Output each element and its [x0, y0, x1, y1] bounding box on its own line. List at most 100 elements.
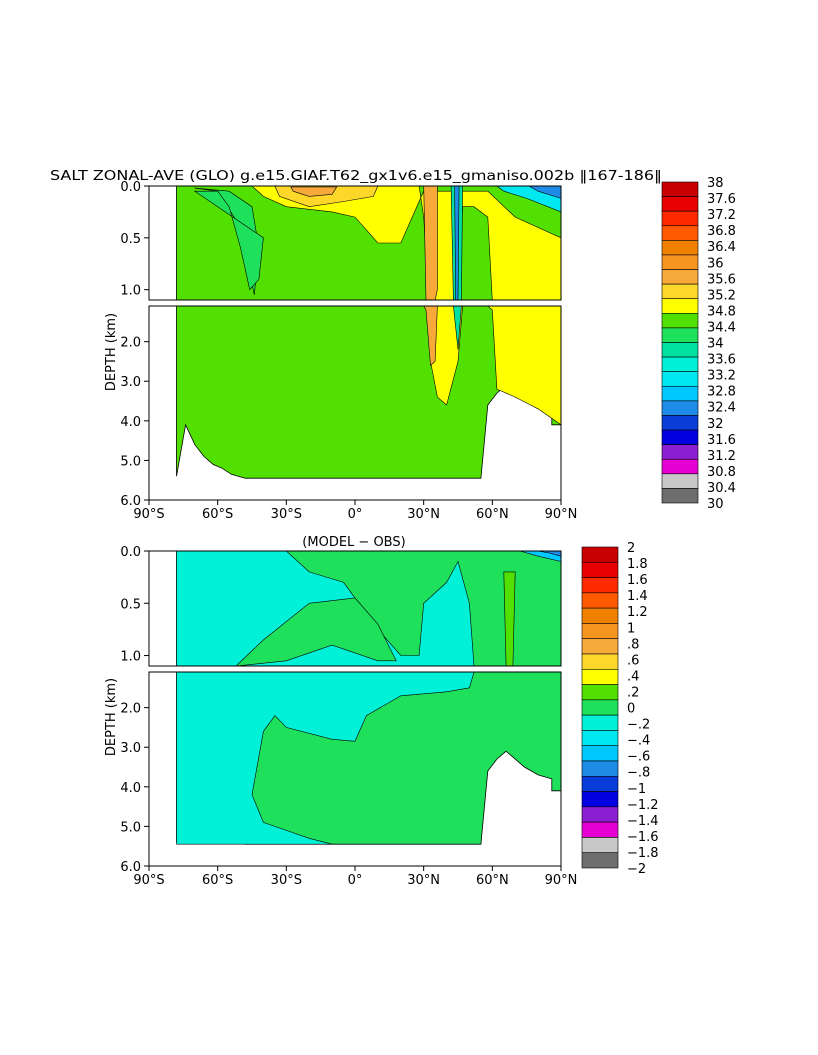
depth-tick-label: 0.0 — [120, 180, 141, 195]
latitude-tick-label: 30°N — [407, 507, 440, 522]
colorbar-swatch — [661, 327, 699, 343]
colorbar-label: 35.6 — [707, 272, 736, 287]
colorbar-swatch — [661, 371, 699, 387]
colorbar-swatch — [661, 488, 699, 504]
colorbar-label: .4 — [627, 669, 639, 684]
depth-tick-label: 4.0 — [120, 415, 141, 430]
colorbar: 3837.637.236.836.43635.635.234.834.43433… — [661, 176, 736, 512]
colorbar-label: .6 — [627, 653, 639, 668]
panel-title: SALT ZONAL-AVE (GLO) g.e15.GIAF.T62_gx1v… — [50, 169, 662, 184]
colorbar-label: 38 — [707, 176, 724, 191]
colorbar-swatch — [661, 415, 699, 431]
positive-tongue — [503, 571, 516, 667]
colorbar-swatch — [581, 653, 619, 670]
depth-tick-label: 6.0 — [120, 860, 141, 875]
colorbar-label: 33.6 — [707, 353, 736, 368]
colorbar-swatch — [661, 210, 699, 227]
colorbar-label: 32 — [707, 417, 724, 432]
colorbar-swatch — [661, 429, 699, 445]
colorbar-label: 34 — [707, 337, 724, 352]
colorbar-label: 30 — [707, 497, 724, 512]
colorbar-swatch — [581, 699, 619, 716]
depth-tick-label: 3.0 — [120, 375, 141, 390]
lower-section-plot — [148, 671, 562, 867]
colorbar-swatch — [661, 458, 699, 475]
colorbar-swatch — [581, 760, 619, 777]
latitude-tick-label: 90°N — [545, 507, 578, 522]
colorbar-label: 30.8 — [707, 465, 736, 480]
colorbar-swatch — [581, 730, 619, 747]
colorbar-label: 1.4 — [627, 589, 648, 604]
colorbar-swatch — [581, 607, 619, 624]
colorbar-label: 34.4 — [707, 320, 736, 335]
difference-panel: (MODEL − OBS) DEPTH (km) 0.0 0.5 1.0 2.0 3.0… — [104, 535, 659, 888]
colorbar-label: 33.2 — [707, 369, 736, 384]
depth-axis-label: DEPTH (km) — [104, 678, 119, 756]
colorbar-label: 1 — [627, 621, 635, 636]
depth-tick-label: 1.0 — [120, 650, 141, 665]
colorbar-label: −1.8 — [627, 846, 659, 861]
colorbar-swatch — [581, 546, 619, 563]
latitude-tick-label: 90°N — [545, 873, 578, 888]
colorbar-swatch — [581, 791, 619, 808]
colorbar-swatch — [661, 196, 699, 212]
depth-tick-label: 5.0 — [120, 820, 141, 835]
colorbar-swatch — [581, 592, 619, 609]
colorbar-label: 36.4 — [707, 240, 736, 255]
latitude-tick-label: 60°N — [476, 873, 509, 888]
latitude-tick-labels: 90°S 60°S 30°S 0° 30°N 60°N 90°N — [133, 866, 577, 888]
colorbar-swatch — [661, 298, 699, 314]
colorbar-swatch — [581, 837, 619, 854]
colorbar-label: −.8 — [627, 766, 650, 781]
colorbar-swatch — [661, 400, 699, 416]
latitude-tick-label: 60°N — [476, 507, 509, 522]
colorbar-label: 31.6 — [707, 433, 736, 448]
upper-section-plot — [148, 185, 562, 301]
latitude-tick-label: 90°S — [133, 873, 164, 888]
colorbar-swatch — [661, 269, 699, 285]
colorbar-swatch — [581, 577, 619, 594]
depth-tick-label: 2.0 — [120, 702, 141, 717]
latitude-tick-label: 60°S — [202, 873, 233, 888]
colorbar-label: 35.2 — [707, 288, 736, 303]
subsurface-positive — [235, 597, 397, 667]
latitude-tick-label: 90°S — [133, 507, 164, 522]
colorbar-label: 0 — [627, 702, 635, 717]
latitude-tick-label: 30°S — [271, 507, 302, 522]
deep-fresh-column — [454, 185, 460, 301]
colorbar-swatch — [661, 181, 699, 197]
lower-section-plot — [148, 305, 562, 501]
colorbar-label: 1.2 — [627, 605, 648, 620]
colorbar-label: 1.8 — [627, 557, 648, 572]
depth-tick-label: 1.0 — [120, 284, 141, 299]
colorbar-swatch — [581, 714, 619, 731]
colorbar-swatch — [581, 684, 619, 701]
colorbar-swatch — [581, 775, 619, 792]
colorbar-swatch — [661, 473, 699, 489]
colorbar: 21.81.61.41.21.8.6.4.20−.2−.4−.6−.8−1−1.… — [581, 541, 659, 877]
colorbar-label: −.2 — [627, 718, 650, 733]
colorbar-label: 1.6 — [627, 573, 648, 588]
colorbar-swatch — [661, 313, 699, 329]
depth-tick-label: 0.5 — [120, 597, 141, 612]
depth-tick-label: 0.5 — [120, 232, 141, 247]
colorbar-swatch — [661, 240, 699, 256]
colorbar-swatch — [581, 806, 619, 823]
colorbar-swatch — [661, 342, 699, 358]
depth-tick-labels: 0.0 0.5 1.0 2.0 3.0 4.0 5.0 6.0 — [120, 545, 149, 875]
plot-frame — [148, 185, 562, 301]
depth-tick-labels: 0.0 0.5 1.0 2.0 3.0 4.0 5.0 6.0 — [120, 180, 149, 509]
colorbar-swatch — [661, 385, 699, 402]
colorbar-label: 37.6 — [707, 192, 736, 207]
plot-frame — [148, 550, 562, 667]
colorbar-label: 31.2 — [707, 449, 736, 464]
colorbar-label: −1.6 — [627, 830, 659, 845]
colorbar-label: .2 — [627, 685, 639, 700]
depth-axis-label: DEPTH (km) — [104, 313, 119, 391]
depth-tick-label: 4.0 — [120, 781, 141, 796]
colorbar-label: 36.8 — [707, 224, 736, 239]
upper-section-plot — [148, 550, 562, 667]
colorbar-swatch — [661, 225, 699, 241]
depth-tick-label: 2.0 — [120, 336, 141, 351]
